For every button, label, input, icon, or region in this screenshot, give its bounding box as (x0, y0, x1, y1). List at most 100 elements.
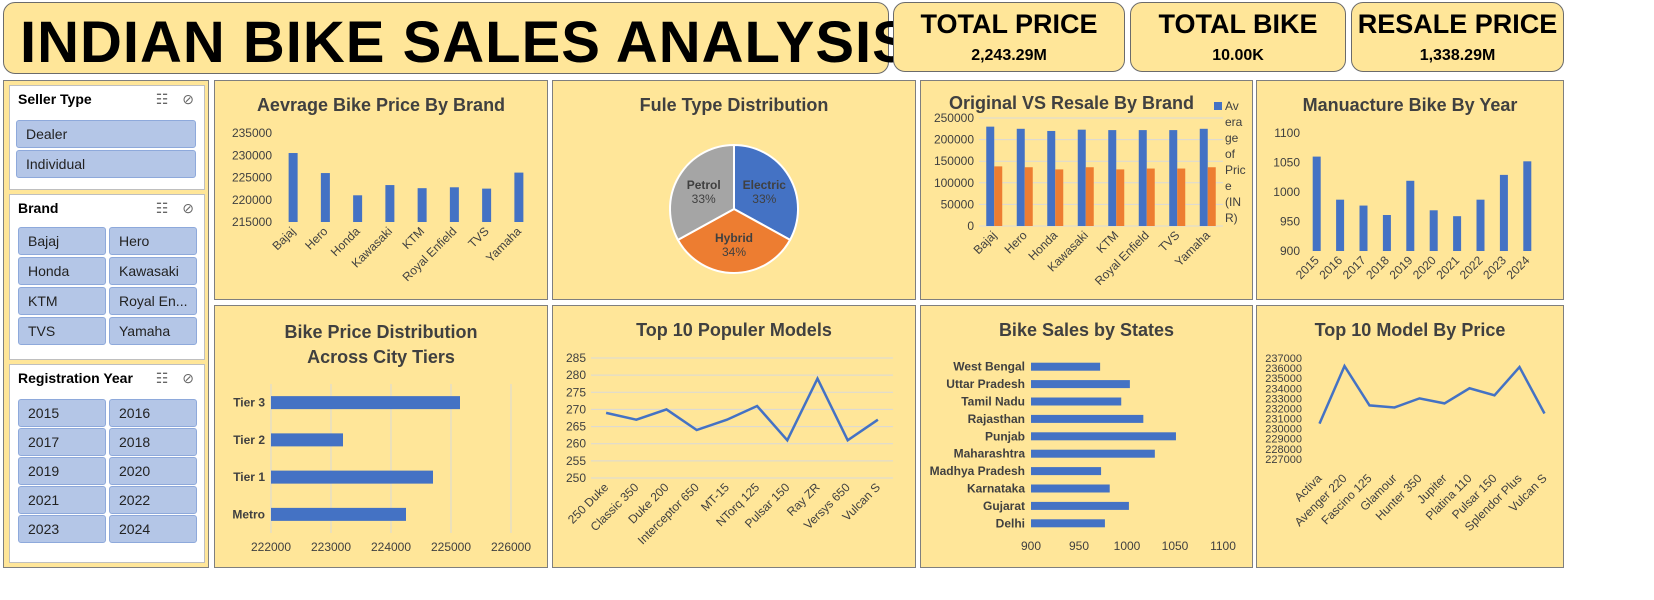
series-line (1318, 363, 1546, 425)
slicer-item[interactable]: Yamaha (109, 317, 197, 345)
clear-filter-icon[interactable]: ⊘ (182, 370, 194, 386)
slicer-item[interactable]: 2018 (109, 428, 197, 456)
bar (1359, 205, 1368, 251)
tick-label: 200000 (934, 133, 974, 147)
slicer-item[interactable]: 2020 (109, 457, 197, 485)
chart-manufacture-year: Manuacture Bike By Year 900 950 1000 1050 11… (1256, 80, 1564, 300)
tick-label: 237000 (1265, 353, 1302, 365)
chart-orig-vs-resale: Original VS Resale By Brand 0 50000 100000… (920, 80, 1253, 300)
clear-filter-icon[interactable]: ⊘ (182, 200, 194, 216)
slicer-item[interactable]: 2016 (109, 399, 197, 427)
bar (1031, 414, 1144, 423)
pie-label: Electric (743, 178, 787, 192)
slicer-item[interactable]: Honda (18, 257, 106, 285)
chart-title: Bike Sales by States (998, 320, 1175, 340)
slicer-title: Brand (18, 200, 59, 216)
tick-label: 228000 (1265, 444, 1302, 456)
kpi-total-bike: TOTAL BIKE 10.00K (1130, 2, 1346, 72)
slicer-item[interactable]: 2017 (18, 428, 106, 456)
kpi-label: TOTAL PRICE (920, 9, 1098, 39)
multi-select-icon[interactable]: ☷ (155, 200, 169, 216)
tick-label: 232000 (1265, 403, 1302, 415)
slicer-registration-year: Registration Year ☷ ⊘ 2015 2016 2017 2018… (9, 364, 205, 563)
bar (1031, 397, 1122, 406)
slicer-item-individual[interactable]: Individual (16, 150, 196, 178)
slicer-item[interactable]: 2023 (18, 515, 106, 543)
bar (449, 187, 459, 222)
bar (1031, 484, 1110, 493)
tick-label: 1100 (1274, 126, 1300, 140)
kpi-value: 10.00K (1212, 47, 1264, 64)
category-label: Tier 2 (233, 433, 265, 447)
chart-title: Aevrage Bike Price By Brand (256, 95, 506, 115)
category-label: 2019 (1387, 253, 1416, 282)
slicer-item[interactable]: 2024 (109, 515, 197, 543)
slicer-item[interactable]: 2015 (18, 399, 106, 427)
chart-title: Bike Price Distribution Across City Tier… (284, 322, 478, 367)
kpi-value: 1,338.29M (1419, 47, 1496, 64)
legend-swatch (1214, 102, 1222, 110)
tick-label: 100000 (934, 176, 974, 190)
legend-label-part: Av (1225, 99, 1239, 113)
slicer-item[interactable]: Hero (109, 227, 197, 255)
chart-fuel-type: Fule Type Distribution Electric 33% Hybrid… (552, 80, 916, 300)
chart-popular-models: Top 10 Populer Models 250 255 260 265 270 275… (552, 305, 916, 568)
slicer-item[interactable]: Bajaj (18, 227, 106, 255)
category-label: TVS (465, 224, 491, 250)
slicer-item[interactable]: 2019 (18, 457, 106, 485)
category-label: Delhi (996, 516, 1025, 530)
multi-select-icon[interactable]: ☷ (155, 370, 169, 386)
tick-label: 1050 (1273, 156, 1300, 170)
slicer-item[interactable]: Royal En... (109, 287, 197, 315)
tick-label: 280 (566, 368, 586, 382)
tick-label: 275 (566, 385, 586, 399)
chart-title: Original VS Resale By Brand (948, 93, 1195, 113)
chart-city-tiers: Bike Price Distribution Across City Tier… (214, 305, 548, 568)
slicer-item[interactable]: 2021 (18, 486, 106, 514)
kpi-label: RESALE PRICE (1357, 9, 1558, 39)
tick-label: 231000 (1265, 414, 1302, 426)
tick-label: 1100 (1210, 539, 1236, 553)
chart-svg: 2270002280002290002300002310002320002330… (1265, 353, 1549, 534)
pie-value-label: 33% (692, 192, 716, 206)
bar (986, 126, 995, 226)
bar (288, 153, 298, 222)
slicer-item[interactable]: KTM (18, 287, 106, 315)
bar (1116, 169, 1125, 226)
slicer-item[interactable]: TVS (18, 317, 106, 345)
pie-label: Hybrid (715, 231, 753, 245)
tick-label: 0 (967, 219, 974, 233)
tick-label: 900 (1021, 539, 1041, 553)
kpi-value: 2,243.29M (971, 47, 1047, 64)
chart-svg: 9009501000105011002015201620172018201920… (1273, 126, 1532, 282)
legend-label-part: R) (1225, 211, 1238, 225)
pie-value-label: 33% (752, 192, 776, 206)
bar (1523, 161, 1532, 251)
slicer-title: Seller Type (18, 91, 92, 107)
category-label: Tier 3 (233, 396, 265, 410)
slicer-title: Registration Year (18, 370, 133, 386)
category-label: 2017 (1340, 253, 1369, 282)
clear-filter-icon[interactable]: ⊘ (182, 91, 194, 107)
bar (1476, 199, 1485, 251)
chart-title: Fule Type Distribution (639, 95, 829, 115)
bar (482, 188, 492, 222)
tick-label: 222000 (251, 540, 291, 554)
series-line (605, 375, 879, 443)
bar (1031, 362, 1101, 371)
slicer-item-dealer[interactable]: Dealer (16, 120, 196, 148)
tick-label: 226000 (491, 540, 531, 554)
multi-select-icon[interactable]: ☷ (155, 91, 169, 107)
bar (1207, 167, 1216, 226)
bar (1031, 432, 1176, 441)
bar (271, 433, 343, 447)
tick-label: 235000 (1265, 373, 1302, 385)
category-label: 2022 (1457, 253, 1486, 282)
slicer-item[interactable]: Kawasaki (109, 257, 197, 285)
bar (1499, 174, 1508, 251)
tick-label: 224000 (371, 540, 411, 554)
slicer-item[interactable]: 2022 (109, 486, 197, 514)
bar (1199, 128, 1208, 226)
tick-label: 250 (566, 471, 586, 485)
